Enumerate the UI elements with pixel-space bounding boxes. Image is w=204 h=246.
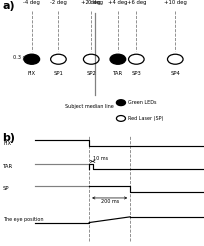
Circle shape <box>116 100 125 106</box>
Text: SP4: SP4 <box>170 72 179 77</box>
Text: SP2: SP2 <box>86 72 96 77</box>
Text: 200 ms: 200 ms <box>100 199 118 204</box>
Text: 0.3 deg: 0.3 deg <box>13 55 32 61</box>
Text: Subject median line: Subject median line <box>64 104 113 109</box>
Text: TAR: TAR <box>3 164 13 169</box>
Circle shape <box>110 54 125 64</box>
Text: The eye position: The eye position <box>3 217 43 222</box>
Text: +2 deg: +2 deg <box>81 0 101 5</box>
Text: Red Laser (SP): Red Laser (SP) <box>128 116 163 121</box>
Text: +10 deg: +10 deg <box>163 0 186 5</box>
Text: TAR: TAR <box>112 72 122 77</box>
Circle shape <box>24 54 39 64</box>
Text: b): b) <box>2 133 15 143</box>
Text: SP1: SP1 <box>53 72 63 77</box>
Text: FIX: FIX <box>3 140 11 146</box>
Text: 0 deg: 0 deg <box>87 0 102 5</box>
Text: SP3: SP3 <box>131 72 141 77</box>
Text: Green LEDs: Green LEDs <box>128 100 156 105</box>
Text: -4 deg: -4 deg <box>23 0 40 5</box>
Text: FIX: FIX <box>28 72 36 77</box>
Text: a): a) <box>2 1 15 11</box>
Text: +6 deg: +6 deg <box>126 0 145 5</box>
Text: -2 deg: -2 deg <box>50 0 67 5</box>
Text: +4 deg: +4 deg <box>108 0 127 5</box>
Text: 10 ms: 10 ms <box>93 156 108 161</box>
Text: SP: SP <box>3 186 10 191</box>
